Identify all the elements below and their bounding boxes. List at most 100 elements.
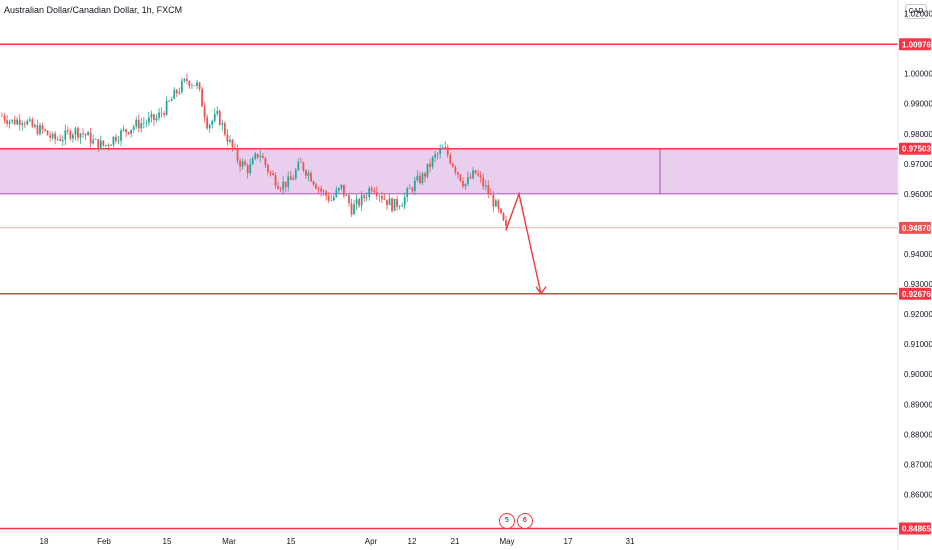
price-badge-label: 0.84865 bbox=[902, 525, 931, 534]
candle-body bbox=[320, 188, 323, 192]
candle-body bbox=[350, 203, 353, 215]
candle-body bbox=[46, 130, 49, 136]
y-tick-label: 0.96000 bbox=[904, 190, 932, 199]
candle-body bbox=[1, 115, 3, 117]
currency-badge[interactable]: CAD bbox=[905, 4, 927, 19]
candle-body bbox=[173, 89, 176, 99]
x-tick-label: 21 bbox=[451, 537, 460, 546]
candle-body bbox=[492, 194, 495, 207]
candle-body bbox=[302, 162, 305, 171]
candle-body bbox=[229, 139, 231, 142]
candle-body bbox=[325, 191, 328, 196]
x-tick-label: Feb bbox=[97, 537, 111, 546]
candle-body bbox=[330, 200, 333, 201]
candle-body bbox=[497, 200, 500, 209]
candle-body bbox=[424, 173, 426, 177]
candle-body bbox=[426, 163, 429, 177]
candle-body bbox=[505, 220, 507, 226]
candle-body bbox=[401, 205, 404, 207]
candle-body bbox=[170, 98, 173, 101]
candle-body bbox=[175, 89, 178, 94]
candle-body bbox=[413, 180, 416, 191]
candle-body bbox=[135, 119, 138, 127]
candle-body bbox=[365, 196, 368, 198]
candle-body bbox=[380, 196, 383, 200]
candle-body bbox=[337, 188, 340, 191]
candle-body bbox=[127, 132, 130, 134]
candle-body bbox=[289, 176, 292, 180]
x-tick-label: 12 bbox=[408, 537, 417, 546]
x-tick-label: 17 bbox=[564, 537, 573, 546]
y-tick-label: 0.88000 bbox=[904, 430, 932, 439]
candle-body bbox=[386, 199, 388, 206]
candle-body bbox=[107, 145, 110, 146]
candle-body bbox=[196, 82, 198, 86]
candle-body bbox=[54, 133, 57, 140]
candle-body bbox=[18, 119, 21, 125]
candle-body bbox=[292, 178, 295, 180]
candle-body bbox=[39, 125, 41, 135]
candle-body bbox=[206, 117, 209, 129]
dividend-icon[interactable]: 5 bbox=[499, 513, 515, 529]
candle-body bbox=[479, 175, 482, 178]
price-badge-label: 0.97503 bbox=[902, 145, 931, 154]
candle-body bbox=[150, 114, 153, 118]
candle-body bbox=[34, 125, 36, 127]
projection-arrow bbox=[505, 191, 547, 295]
candle-body bbox=[66, 130, 69, 132]
x-tick-label: 31 bbox=[626, 537, 635, 546]
price-badge-label: 0.92676 bbox=[902, 290, 931, 299]
price-badge bbox=[899, 287, 931, 300]
candle-body bbox=[454, 166, 457, 173]
candle-body bbox=[153, 114, 155, 121]
candle-body bbox=[13, 119, 16, 125]
earnings-icon[interactable]: 6 bbox=[517, 513, 533, 529]
candle-body bbox=[125, 129, 128, 133]
candle-body bbox=[360, 195, 363, 206]
candle-body bbox=[254, 153, 257, 159]
candle-body bbox=[373, 190, 376, 193]
candle-body bbox=[223, 123, 226, 135]
candle-body bbox=[297, 161, 300, 171]
resistance-zone bbox=[0, 147, 898, 195]
candle-body bbox=[231, 139, 234, 148]
candle-body bbox=[198, 82, 201, 89]
candle-body bbox=[6, 120, 8, 124]
candle-body bbox=[416, 175, 419, 181]
candle-body bbox=[406, 188, 409, 197]
candle-body bbox=[117, 140, 120, 142]
candle-body bbox=[44, 129, 46, 131]
candle-body bbox=[56, 139, 59, 140]
candle-body bbox=[28, 119, 31, 121]
candle-body bbox=[456, 172, 459, 175]
candle-body bbox=[221, 123, 224, 125]
candle-body bbox=[89, 132, 92, 144]
candle-body bbox=[26, 120, 29, 125]
candle-body bbox=[51, 133, 54, 138]
candle-body bbox=[23, 123, 26, 125]
chart-title: Australian Dollar/Canadian Dollar, 1h, F… bbox=[4, 5, 183, 15]
candle-body bbox=[299, 161, 302, 163]
y-tick-label: 0.97000 bbox=[904, 160, 932, 169]
candle-body bbox=[502, 213, 505, 221]
candle-body bbox=[315, 184, 317, 189]
price-badge-label: 0.94870 bbox=[902, 224, 931, 233]
event-markers[interactable]: 5 6 bbox=[499, 513, 533, 529]
candle-body bbox=[449, 155, 452, 164]
candle-body bbox=[287, 176, 290, 188]
candle-body bbox=[378, 196, 381, 197]
candle-body bbox=[411, 188, 414, 191]
candle-body bbox=[145, 122, 148, 124]
candle-body bbox=[368, 188, 371, 197]
candle-body bbox=[398, 206, 401, 208]
candle-body bbox=[64, 130, 67, 140]
projection-arrowhead bbox=[535, 286, 547, 295]
candle-body bbox=[277, 185, 279, 189]
candle-body bbox=[353, 204, 355, 215]
candle-body bbox=[282, 181, 285, 190]
candle-body bbox=[418, 175, 421, 184]
candle-body bbox=[77, 128, 79, 138]
candle-body bbox=[11, 119, 14, 122]
y-tick-label: 0.93000 bbox=[904, 280, 932, 289]
